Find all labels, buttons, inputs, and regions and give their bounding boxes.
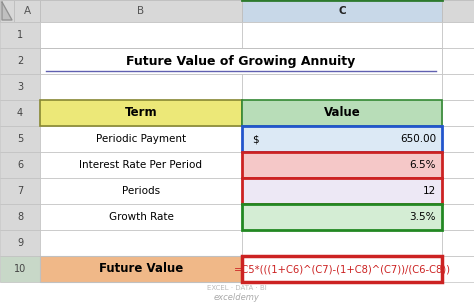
Bar — [40, 22, 242, 48]
Text: 4: 4 — [17, 108, 23, 118]
Bar — [242, 230, 442, 256]
Bar — [40, 204, 242, 230]
Bar — [442, 0, 474, 22]
Bar — [442, 74, 474, 100]
Text: 2: 2 — [17, 56, 23, 66]
Bar — [0, 152, 40, 178]
Bar — [442, 256, 474, 282]
Bar — [242, 22, 442, 48]
Polygon shape — [2, 2, 12, 20]
Bar — [0, 126, 40, 152]
Bar — [40, 100, 242, 126]
Text: 1: 1 — [17, 30, 23, 40]
Bar — [442, 230, 474, 256]
Text: 6: 6 — [17, 160, 23, 170]
Bar — [40, 126, 242, 152]
Text: 650.00: 650.00 — [400, 134, 436, 144]
Bar — [242, 0, 442, 22]
Bar — [442, 100, 474, 126]
Text: Value: Value — [324, 106, 360, 119]
Bar — [242, 74, 442, 100]
Text: exceldemy: exceldemy — [214, 292, 260, 302]
Text: 12: 12 — [423, 186, 436, 196]
Text: 9: 9 — [17, 238, 23, 248]
Text: =C5*(((1+C6)^(C7)-(1+C8)^(C7))/(C6-C8)): =C5*(((1+C6)^(C7)-(1+C8)^(C7))/(C6-C8)) — [234, 264, 450, 274]
Bar — [442, 48, 474, 74]
Text: Term: Term — [125, 106, 157, 119]
Text: Periods: Periods — [122, 186, 160, 196]
Text: 5: 5 — [17, 134, 23, 144]
Text: Growth Rate: Growth Rate — [109, 212, 173, 222]
Bar — [242, 152, 442, 178]
Text: Interest Rate Per Period: Interest Rate Per Period — [80, 160, 202, 170]
Bar — [442, 152, 474, 178]
Text: 6.5%: 6.5% — [410, 160, 436, 170]
Text: 8: 8 — [17, 212, 23, 222]
Bar — [14, 0, 40, 22]
Bar — [0, 74, 40, 100]
Bar — [242, 100, 442, 126]
Text: Future Value of Growing Annuity: Future Value of Growing Annuity — [127, 54, 356, 67]
Text: A: A — [23, 6, 30, 16]
Text: Future Value: Future Value — [99, 262, 183, 275]
Text: 7: 7 — [17, 186, 23, 196]
Bar — [0, 178, 40, 204]
Bar — [0, 204, 40, 230]
Bar — [442, 204, 474, 230]
Bar — [442, 22, 474, 48]
Bar — [242, 178, 442, 204]
Text: C: C — [338, 6, 346, 16]
Text: Periodic Payment: Periodic Payment — [96, 134, 186, 144]
Bar — [40, 178, 242, 204]
Bar — [242, 126, 442, 152]
Bar — [0, 0, 14, 22]
Bar — [40, 256, 242, 282]
Text: $: $ — [252, 134, 259, 144]
Bar — [40, 48, 442, 74]
Bar — [0, 100, 40, 126]
Text: EXCEL · DATA · BI: EXCEL · DATA · BI — [207, 285, 267, 291]
Bar — [0, 230, 40, 256]
Bar — [0, 256, 40, 282]
Bar — [0, 48, 40, 74]
Bar — [242, 256, 442, 282]
Text: B: B — [137, 6, 145, 16]
Bar — [0, 22, 40, 48]
Bar — [40, 152, 242, 178]
Text: 3: 3 — [17, 82, 23, 92]
Bar — [40, 230, 242, 256]
Bar — [40, 0, 242, 22]
Text: 10: 10 — [14, 264, 26, 274]
Text: 3.5%: 3.5% — [410, 212, 436, 222]
Bar — [442, 126, 474, 152]
Bar — [442, 178, 474, 204]
Bar — [40, 74, 242, 100]
Bar — [242, 204, 442, 230]
